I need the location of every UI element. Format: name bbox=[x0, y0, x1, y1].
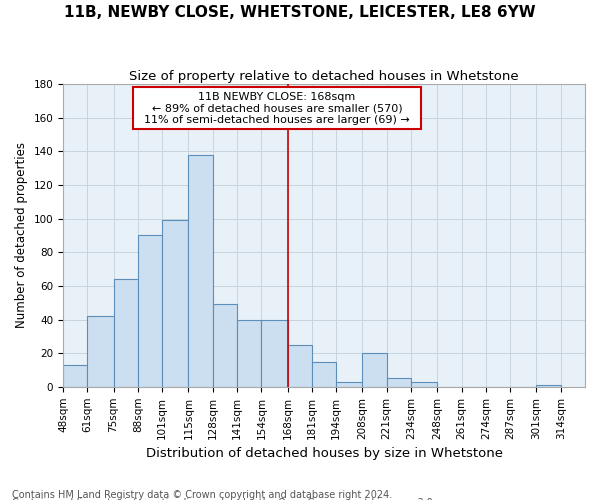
Bar bbox=[262, 320, 287, 387]
Bar bbox=[336, 382, 362, 387]
Bar bbox=[138, 236, 162, 387]
Text: 11B, NEWBY CLOSE, WHETSTONE, LEICESTER, LE8 6YW: 11B, NEWBY CLOSE, WHETSTONE, LEICESTER, … bbox=[64, 5, 536, 20]
Bar bbox=[312, 362, 336, 387]
Bar bbox=[536, 385, 560, 387]
Text: Contains HM Land Registry data © Crown copyright and database right 2024.: Contains HM Land Registry data © Crown c… bbox=[12, 490, 392, 500]
Bar bbox=[162, 220, 188, 387]
Y-axis label: Number of detached properties: Number of detached properties bbox=[15, 142, 28, 328]
Bar bbox=[411, 382, 437, 387]
Text: 11B NEWBY CLOSE: 168sqm  
  ← 89% of detached houses are smaller (570)  
  11% o: 11B NEWBY CLOSE: 168sqm ← 89% of detache… bbox=[137, 92, 417, 125]
Bar bbox=[386, 378, 411, 387]
Bar bbox=[113, 279, 138, 387]
Title: Size of property relative to detached houses in Whetstone: Size of property relative to detached ho… bbox=[129, 70, 519, 83]
Bar bbox=[212, 304, 237, 387]
Bar bbox=[287, 345, 312, 387]
Bar bbox=[88, 316, 113, 387]
Bar bbox=[188, 155, 212, 387]
Bar bbox=[362, 353, 386, 387]
Bar bbox=[63, 365, 88, 387]
X-axis label: Distribution of detached houses by size in Whetstone: Distribution of detached houses by size … bbox=[146, 447, 503, 460]
Text: Contains public sector information licensed under the Open Government Licence v3: Contains public sector information licen… bbox=[12, 498, 436, 500]
Bar bbox=[237, 320, 262, 387]
